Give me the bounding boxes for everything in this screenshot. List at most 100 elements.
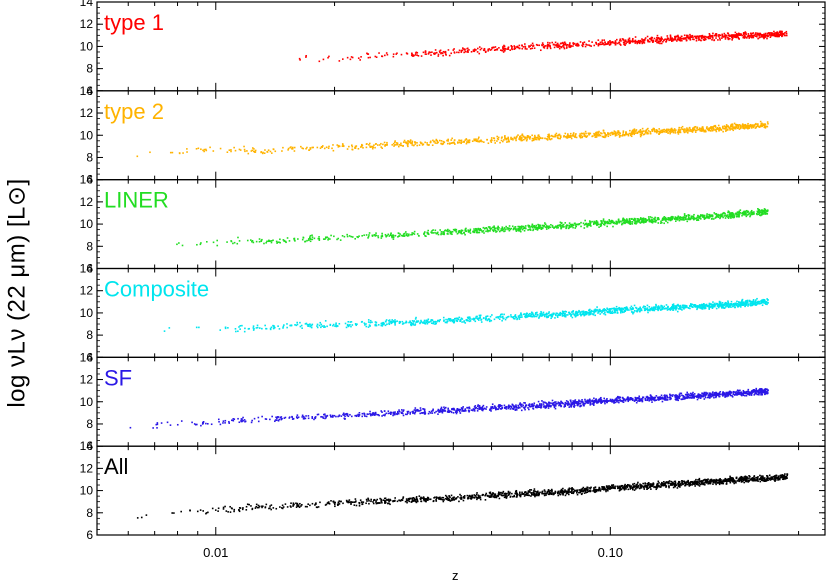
data-point (624, 132, 627, 135)
data-point (402, 233, 405, 235)
data-point (595, 42, 597, 44)
data-point (649, 37, 652, 40)
data-point (669, 217, 671, 219)
data-point (605, 134, 608, 136)
data-point (512, 228, 515, 231)
data-point (724, 306, 727, 308)
data-point (348, 235, 351, 237)
data-point (531, 224, 534, 226)
data-point (375, 323, 377, 326)
data-point (301, 238, 304, 241)
data-point (469, 229, 472, 232)
data-point (481, 231, 484, 233)
data-point (450, 231, 453, 234)
data-point (335, 323, 337, 326)
data-point (785, 32, 788, 35)
data-point (559, 314, 561, 317)
data-point (674, 38, 677, 41)
data-point (751, 32, 754, 35)
data-point (647, 309, 650, 311)
data-point (293, 239, 296, 241)
data-point (584, 219, 586, 222)
data-point (539, 312, 541, 315)
data-point (482, 230, 485, 232)
data-point (636, 310, 638, 313)
data-point (636, 41, 639, 43)
data-point (639, 135, 642, 138)
data-point (628, 132, 631, 135)
data-point (302, 147, 305, 150)
data-point (758, 300, 761, 303)
data-point (632, 307, 634, 310)
data-point (694, 35, 697, 38)
data-point (725, 214, 727, 217)
data-point (532, 313, 534, 316)
data-point (638, 219, 641, 222)
data-point (613, 130, 616, 132)
data-point (539, 406, 541, 408)
data-point (511, 47, 513, 50)
data-point (623, 134, 626, 136)
data-point (515, 137, 517, 140)
data-point (760, 36, 762, 38)
data-point (434, 320, 437, 323)
data-point (557, 225, 559, 227)
data-point (734, 35, 737, 38)
data-point (243, 330, 246, 333)
data-point (486, 315, 489, 317)
data-point (700, 39, 702, 42)
data-point (612, 221, 614, 223)
data-point (763, 208, 766, 210)
data-point (354, 145, 357, 148)
data-point (452, 321, 455, 324)
data-point (715, 128, 717, 131)
data-point (679, 129, 682, 131)
data-point (454, 143, 456, 145)
data-point (707, 128, 709, 131)
data-point (491, 314, 493, 316)
data-point (665, 218, 667, 220)
data-point (630, 135, 633, 138)
data-point (715, 35, 718, 37)
data-point (309, 237, 311, 240)
data-point (572, 133, 574, 136)
data-point (605, 43, 608, 45)
data-point (635, 307, 638, 310)
data-point (518, 137, 521, 139)
data-point (754, 392, 757, 395)
data-point (689, 35, 692, 38)
data-point (670, 39, 673, 41)
data-point (745, 303, 748, 305)
data-point (519, 230, 522, 233)
data-point (763, 126, 766, 129)
data-point (293, 146, 296, 149)
data-point (513, 45, 516, 47)
data-point (779, 34, 782, 36)
data-point (736, 303, 739, 305)
data-point (519, 316, 522, 318)
data-point (381, 55, 384, 58)
data-point (512, 137, 514, 140)
data-point (701, 214, 704, 216)
data-point (368, 234, 370, 236)
data-point (641, 220, 644, 223)
data-point (579, 136, 582, 139)
data-point (533, 47, 536, 49)
data-point (391, 319, 394, 321)
data-point (613, 307, 616, 310)
data-point (529, 45, 531, 48)
data-point (501, 136, 503, 138)
data-point (564, 43, 566, 46)
data-point (587, 222, 590, 225)
data-point (457, 142, 459, 144)
data-point (573, 314, 576, 316)
data-point (735, 212, 738, 215)
data-point (712, 304, 715, 307)
data-point (639, 133, 642, 136)
data-point (411, 52, 413, 55)
data-point (458, 410, 461, 413)
data-point (622, 133, 624, 136)
data-point (730, 212, 733, 214)
data-point (508, 225, 511, 227)
data-point (528, 226, 530, 228)
